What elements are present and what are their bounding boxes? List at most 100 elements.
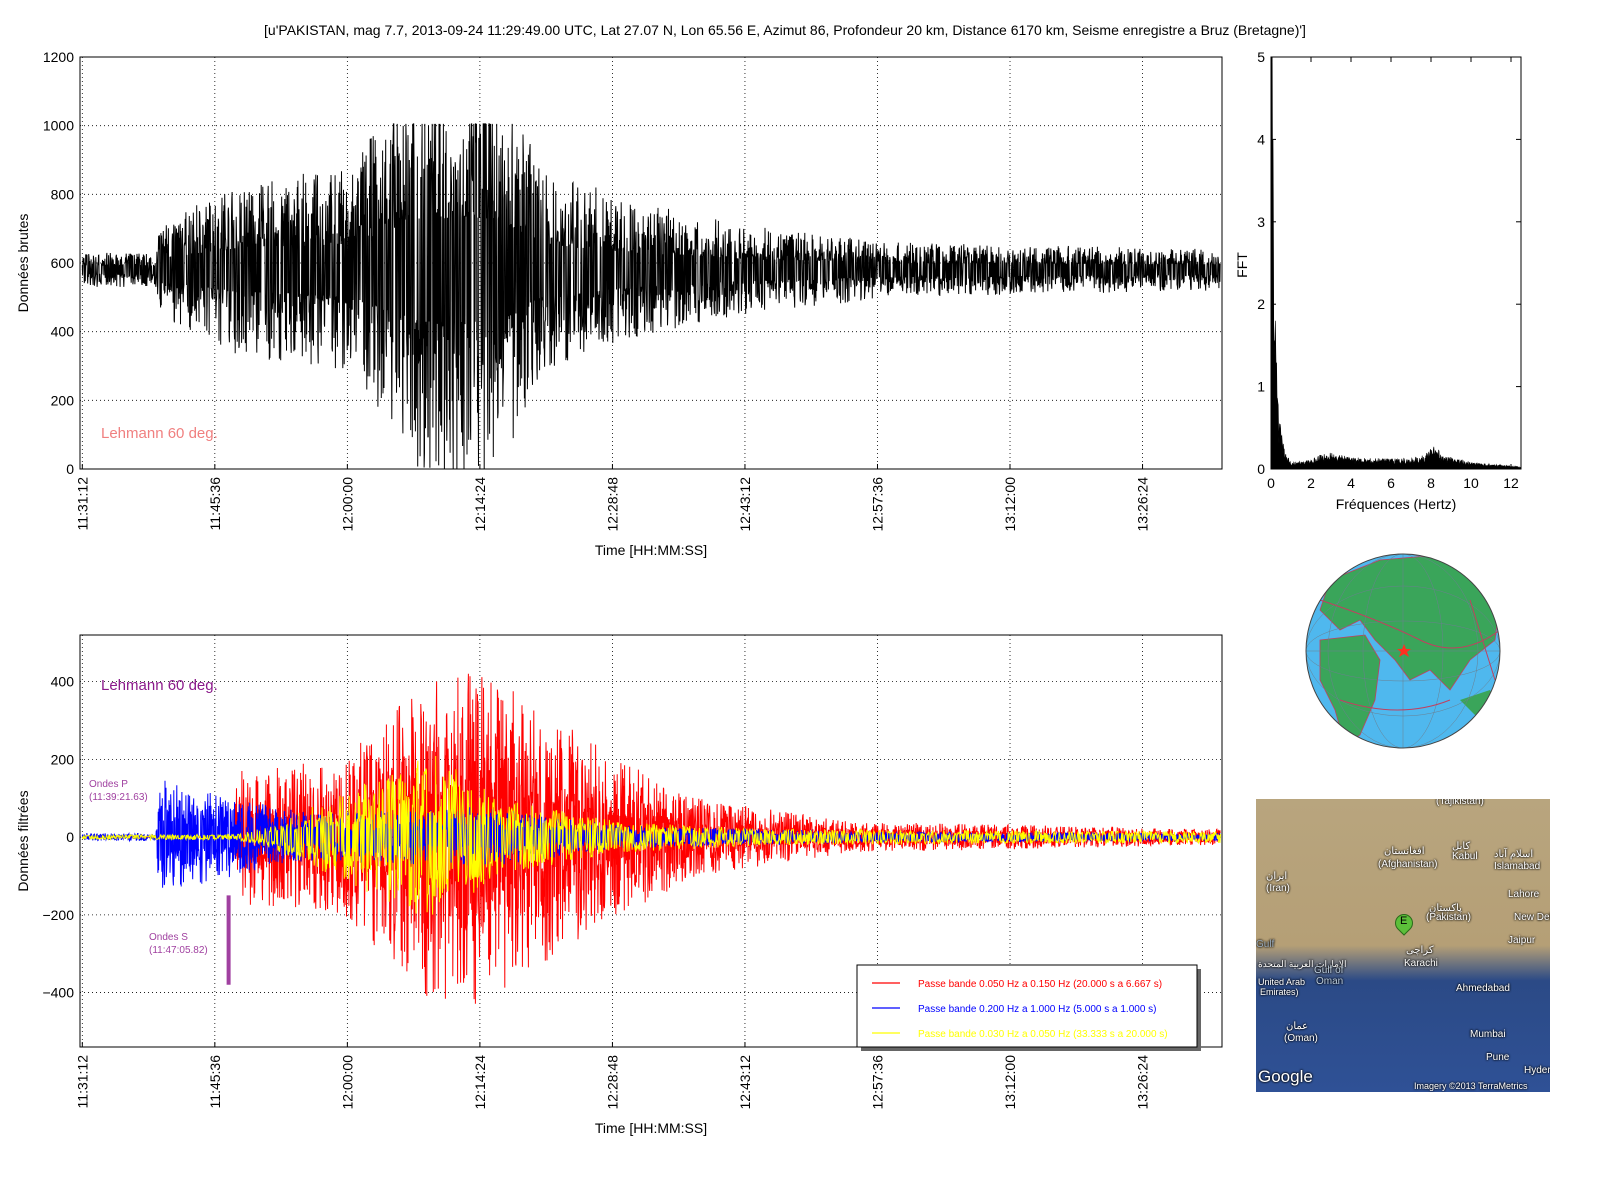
y-tick-label: −200 xyxy=(42,907,74,923)
map-label: الإمارات العربية المتحدة xyxy=(1258,959,1347,969)
x-tick-label: 6 xyxy=(1387,475,1395,491)
p-wave-time: (11:39:21.63) xyxy=(89,792,148,803)
x-tick-label: 11:31:12 xyxy=(74,1055,90,1109)
y-tick-label: 1 xyxy=(1257,379,1265,395)
map-label: Lahore xyxy=(1508,889,1540,900)
filtered-series-line-yellow xyxy=(81,755,1221,915)
y-tick-label: 400 xyxy=(51,674,75,690)
plot-frame xyxy=(79,634,1223,1048)
y-tick-label: 800 xyxy=(51,186,75,202)
map-label: Jaipur xyxy=(1508,935,1536,946)
map-label: Oman xyxy=(1316,976,1344,987)
legend-entry: Passe bande 0.200 Hz a 1.000 Hz (5.000 s… xyxy=(918,1004,1157,1015)
y-tick-label: 5 xyxy=(1257,49,1265,65)
y-tick-label: 600 xyxy=(51,255,75,271)
x-tick-label: 12:14:24 xyxy=(472,1055,488,1110)
satellite-map[interactable]: (Tajikistan) افغانستان (Afghanistan) کاب… xyxy=(1256,799,1550,1092)
s-wave-label: Ondes S xyxy=(149,932,188,943)
map-label: Gulf xyxy=(1256,939,1275,950)
map-label: کابل xyxy=(1452,841,1471,852)
raw-signal-line xyxy=(81,123,1221,470)
y-tick-label: 0 xyxy=(66,461,74,477)
map-label: (Pakistan) xyxy=(1426,912,1472,923)
lehmann-annotation: Lehmann 60 deg. xyxy=(101,677,218,694)
fft-spectrum-line xyxy=(1270,56,1522,470)
x-tick-label: 0 xyxy=(1267,475,1275,491)
map-label: New Delhi xyxy=(1514,912,1550,923)
plot-frame xyxy=(1270,56,1522,470)
y-axis-label: Données brutes xyxy=(15,214,31,313)
x-tick-label: 12:43:12 xyxy=(737,1055,753,1110)
x-tick-label: 12:28:48 xyxy=(604,477,620,532)
x-tick-label: 11:45:36 xyxy=(207,1055,223,1109)
map-label: Emirates) xyxy=(1260,987,1299,997)
map-credit: Imagery ©2013 TerraMetrics xyxy=(1414,1081,1528,1091)
x-axis-label: Time [HH:MM:SS] xyxy=(595,542,707,558)
map-label: افغانستان xyxy=(1384,846,1425,857)
x-tick-label: 2 xyxy=(1307,475,1315,491)
x-tick-label: 13:26:24 xyxy=(1135,477,1151,532)
x-axis-label: Time [HH:MM:SS] xyxy=(595,1120,707,1136)
y-tick-label: 0 xyxy=(1257,461,1265,477)
map-label: Pune xyxy=(1486,1052,1510,1063)
map-label: Karachi xyxy=(1404,958,1438,969)
map-label: (Oman) xyxy=(1284,1033,1318,1044)
map-label: (Afghanistan) xyxy=(1378,859,1438,870)
y-tick-label: 400 xyxy=(51,324,75,340)
y-axis-label: FFT xyxy=(1234,252,1250,278)
map-label: Islamabad xyxy=(1494,861,1541,872)
p-wave-label: Ondes P xyxy=(89,779,128,790)
google-logo: Google xyxy=(1258,1067,1313,1086)
y-tick-label: 2 xyxy=(1257,296,1265,312)
legend-entry: Passe bande 0.030 Hz a 0.050 Hz (33.333 … xyxy=(918,1029,1168,1040)
y-tick-label: 4 xyxy=(1257,131,1265,147)
s-wave-time: (11:47:05.82) xyxy=(149,945,208,956)
x-tick-label: 12:28:48 xyxy=(604,1055,620,1110)
map-label: اسلام آباد xyxy=(1494,849,1534,860)
map-label: عمان xyxy=(1286,1021,1309,1032)
map-label: پاکستان xyxy=(1429,903,1462,914)
map-label: Hyderabad xyxy=(1524,1065,1550,1076)
x-tick-label: 13:12:00 xyxy=(1002,477,1018,532)
map-label: Mumbai xyxy=(1470,1029,1506,1040)
y-tick-label: 200 xyxy=(51,751,75,767)
y-axis-label: Données filtrées xyxy=(15,790,31,891)
y-tick-label: 3 xyxy=(1257,214,1265,230)
map-marker-label: E xyxy=(1400,915,1408,927)
map-label: (Tajikistan) xyxy=(1436,799,1484,807)
y-tick-label: 1200 xyxy=(43,49,74,65)
x-tick-label: 12:00:00 xyxy=(339,477,355,532)
map-label: (Iran) xyxy=(1266,883,1290,894)
map-label: Kabul xyxy=(1452,851,1478,862)
x-tick-label: 4 xyxy=(1347,475,1355,491)
y-tick-label: −400 xyxy=(42,985,74,1001)
map-label: Gulf of xyxy=(1314,965,1344,976)
figure-title: [u'PAKISTAN, mag 7.7, 2013-09-24 11:29:4… xyxy=(264,22,1306,38)
x-tick-label: 10 xyxy=(1463,475,1479,491)
x-tick-label: 12:57:36 xyxy=(869,477,885,532)
x-tick-label: 12:57:36 xyxy=(869,1055,885,1110)
x-tick-label: 11:45:36 xyxy=(207,477,223,531)
y-tick-label: 1000 xyxy=(43,118,74,134)
map-label: ایران xyxy=(1266,871,1288,882)
x-tick-label: 8 xyxy=(1427,475,1435,491)
x-tick-label: 12 xyxy=(1503,475,1519,491)
legend-entry: Passe bande 0.050 Hz a 0.150 Hz (20.000 … xyxy=(918,979,1162,990)
y-tick-label: 200 xyxy=(51,392,75,408)
x-axis-label: Fréquences (Hertz) xyxy=(1336,496,1457,512)
plot-frame xyxy=(79,56,1223,470)
x-tick-label: 12:00:00 xyxy=(339,1055,355,1110)
map-label: کراچی xyxy=(1406,945,1434,956)
x-tick-label: 11:31:12 xyxy=(74,477,90,531)
map-label: United Arab xyxy=(1258,977,1306,987)
legend xyxy=(856,964,1198,1048)
x-tick-label: 12:14:24 xyxy=(472,477,488,532)
x-tick-label: 13:12:00 xyxy=(1002,1055,1018,1110)
y-tick-label: 0 xyxy=(66,829,74,845)
map-label: Ahmedabad xyxy=(1456,983,1510,994)
lehmann-annotation: Lehmann 60 deg. xyxy=(101,425,218,442)
x-tick-label: 13:26:24 xyxy=(1135,1055,1151,1110)
x-tick-label: 12:43:12 xyxy=(737,477,753,532)
